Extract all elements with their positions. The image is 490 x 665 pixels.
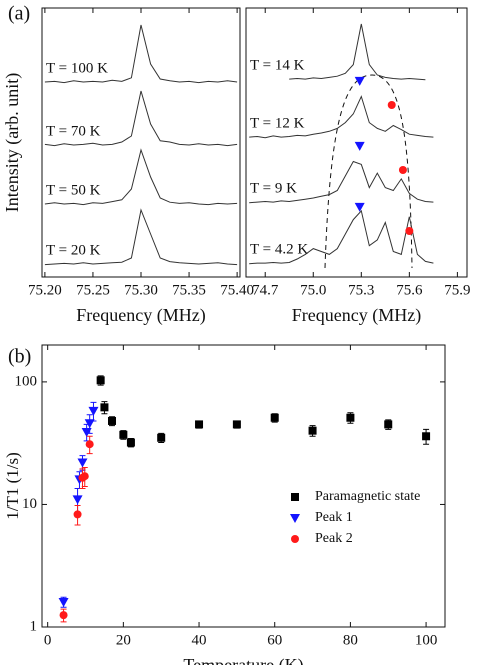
legend-label: Peak 1 [315,510,353,525]
data-point [308,426,317,435]
guide-curve [324,74,413,269]
trace-label: T = 100 K [46,60,108,76]
x-tick-label: 75.3 [348,282,374,298]
x-tick-label: 100 [415,632,438,648]
data-point [232,420,241,429]
data-point [59,611,68,620]
data-point [195,420,204,429]
x-tick-label: 75.0 [300,282,326,298]
peak2-marker [398,166,407,174]
data-point [270,413,279,422]
data-point [58,597,69,607]
panel-a-left-frame [41,7,241,278]
x-axis-title: Temperature (K) [183,655,303,665]
data-point [100,403,109,412]
data-point [157,433,166,442]
x-tick-label: 75.40 [220,282,254,298]
legend-marker [291,535,299,543]
trace-label: T = 20 K [46,242,101,258]
x-tick-label: 40 [192,632,207,648]
spectrum [44,148,238,206]
data-point [85,440,94,449]
peak2-marker [405,227,414,235]
spectrum [44,208,238,266]
panel-b-frame [41,344,446,628]
spectrum [249,160,434,204]
y-tick-label: 1 [30,618,38,634]
data-point [77,458,88,468]
panel-label: (b) [8,346,31,368]
x-axis-title: Frequency (MHz) [292,305,421,326]
trace-label: T = 50 K [46,182,101,198]
peak1-marker [354,141,365,151]
panel-a-right-frame [245,7,468,278]
x-tick-label: 75.30 [124,282,158,298]
trace-label: T = 14 K [250,57,305,73]
x-tick-label: 0 [44,632,52,648]
x-tick-label: 20 [116,632,131,648]
spectrum [249,209,434,265]
trace-label: T = 4.2 K [250,241,308,257]
spectrum [289,23,426,81]
spectrum [44,90,238,147]
y-axis-title: Intensity (arb. unit) [2,73,23,212]
legend-marker [290,514,300,523]
peak2-marker [387,101,396,109]
x-axis-title: Frequency (MHz) [76,305,205,326]
legend-marker [291,493,299,501]
trace-label: T = 70 K [46,123,101,139]
x-tick-label: 60 [267,632,282,648]
y-tick-label: 10 [22,496,37,512]
x-tick-label: 75.35 [172,282,206,298]
spectrum [249,95,434,139]
y-tick-label: 100 [15,373,38,389]
y-axis-title: 1/T1 (1/s) [3,452,22,520]
data-point [119,430,128,439]
data-point [81,428,92,438]
data-point [80,472,89,481]
data-point [346,413,355,422]
panel-label: (a) [8,3,30,25]
trace-label: T = 12 K [250,115,305,131]
data-point [88,406,99,416]
legend-label: Peak 2 [315,531,353,546]
data-point [73,510,82,519]
peak1-marker [354,202,365,212]
data-point [96,376,105,385]
data-point [84,419,95,429]
x-tick-label: 75.6 [396,282,423,298]
x-tick-label: 75.20 [28,282,62,298]
data-point [422,432,431,441]
peak1-marker [354,76,365,86]
trace-label: T = 9 K [250,180,297,196]
x-tick-label: 80 [343,632,358,648]
legend-label: Paramagnetic state [315,489,420,504]
spectrum [44,24,238,84]
data-point [72,495,83,505]
x-tick-label: 75.9 [444,282,470,298]
x-tick-label: 74.7 [252,282,279,298]
data-point [126,438,135,447]
data-point [384,420,393,429]
x-tick-label: 75.25 [76,282,110,298]
data-point [108,416,117,425]
